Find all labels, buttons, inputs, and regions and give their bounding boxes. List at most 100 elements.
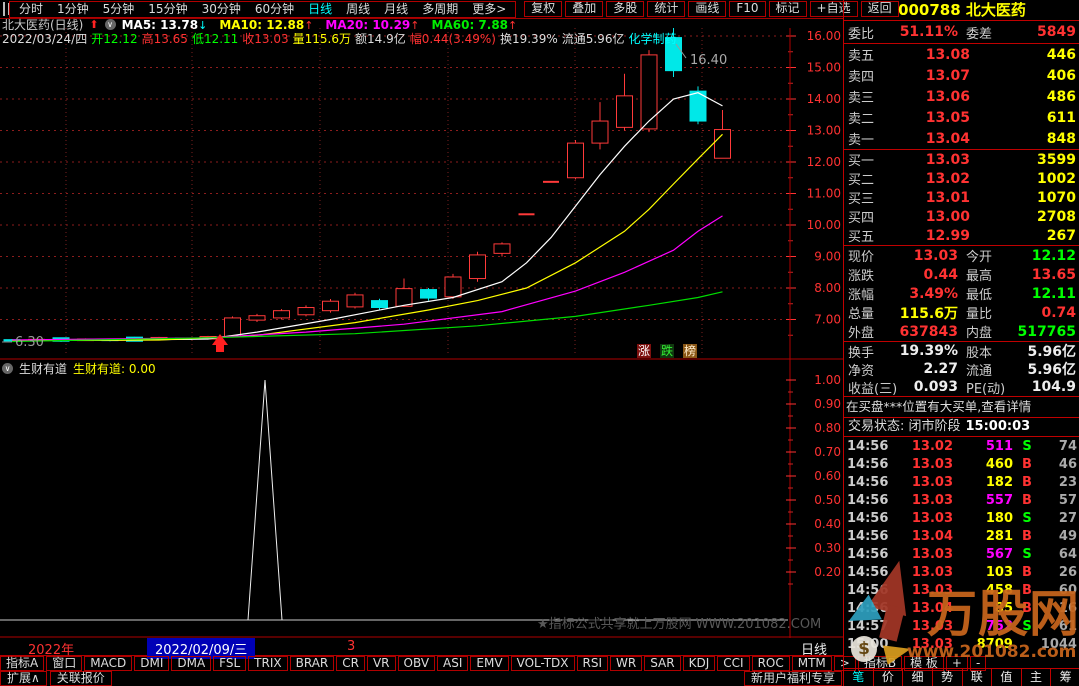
rank-button-榜[interactable]: 榜 — [683, 344, 697, 358]
panel-tab-笔[interactable]: 笔 — [844, 669, 874, 686]
ask-label: 卖四 — [848, 70, 875, 85]
indicator-tab-OBV[interactable]: OBV — [397, 656, 436, 671]
indicator-tab-KDJ[interactable]: KDJ — [682, 656, 716, 671]
rank-button-涨[interactable]: 涨 — [637, 344, 651, 358]
indicator-tab-WR[interactable]: WR — [610, 656, 643, 671]
bid-levels: 买一 13.03 3599 买二 13.02 1002 买三 13.01 1070 买四 13.00… — [844, 150, 1079, 246]
indicator-tab-模 板[interactable]: 模 板 — [904, 656, 944, 671]
period-tab-月线[interactable]: 月线 — [384, 2, 409, 16]
panel-tab-细[interactable]: 细 — [903, 669, 933, 686]
ask-row: 卖五 13.08 446 — [844, 44, 1079, 65]
expand-button[interactable]: 扩展∧ — [0, 671, 47, 686]
indicator-tab-EMV[interactable]: EMV — [470, 656, 509, 671]
tick-row: 14:56 13.03 180 S 27 — [844, 509, 1079, 527]
period-tab-30分钟[interactable]: 30分钟 — [201, 2, 241, 16]
ask-price: 13.05 — [925, 109, 970, 126]
candle-up — [322, 300, 339, 312]
indicator-tab-指标A[interactable]: 指标A — [0, 656, 45, 671]
day-stat: 流通5.96亿 — [561, 31, 625, 46]
weibi-label: 委比 — [848, 26, 875, 42]
panel-tab-价[interactable]: 价 — [874, 669, 904, 686]
candle-up — [469, 254, 486, 280]
period-tab-1分钟[interactable]: 1分钟 — [57, 2, 89, 16]
indicator-tab-MTM[interactable]: MTM — [791, 656, 832, 671]
selected-date-box[interactable]: 2022/02/09/三 — [147, 638, 256, 659]
period-tab-5分钟[interactable]: 5分钟 — [102, 2, 135, 16]
weicha-value: 5849 — [1037, 24, 1076, 40]
panel-tab-值[interactable]: 值 — [992, 669, 1022, 686]
indicator-tab-ASI[interactable]: ASI — [437, 656, 469, 671]
buy-signal-arrow-stem — [216, 345, 224, 352]
tick-row: 14:56 13.03 567 S 64 — [844, 545, 1079, 563]
tick-row: 14:56 13.03 103 B 26 — [844, 563, 1079, 581]
stat-row: 净资 2.27 流通 5.96亿 — [844, 360, 1079, 379]
ask-row: 卖一 13.04 848 — [844, 128, 1079, 149]
indicator-tab-VOL-TDX[interactable]: VOL-TDX — [510, 656, 575, 671]
indicator-chevron-icon[interactable]: ∨ — [2, 362, 13, 374]
indicator-tab-VR[interactable]: VR — [366, 656, 396, 671]
period-tab-周线[interactable]: 周线 — [346, 2, 371, 16]
indicator-tab-MACD[interactable]: MACD — [84, 656, 133, 671]
indicator-tab-DMA[interactable]: DMA — [171, 656, 212, 671]
rank-button-跌[interactable]: 跌 — [660, 344, 674, 358]
tool-button-复权[interactable]: 复权 — [524, 1, 563, 17]
indicator-tab-DMI[interactable]: DMI — [134, 656, 170, 671]
indicator-tab-SAR[interactable]: SAR — [644, 656, 681, 671]
tick-price: 13.03 — [911, 582, 953, 598]
indicator-tab-+[interactable]: + — [945, 656, 968, 671]
panel-tab-筹[interactable]: 筹 — [1059, 670, 1072, 684]
ask-volume: 406 — [1046, 67, 1076, 84]
quote-stats: 现价 13.03 今开 12.12 涨跌 0.44 最高 13.65 涨幅 3.49% 最低 12.1… — [844, 246, 1079, 342]
bid-price: 13.02 — [925, 170, 970, 187]
stat-row: 涨幅 3.49% 最低 12.11 — [844, 284, 1079, 304]
main-candlestick-chart[interactable]: 16.00 15.00 14.00 13.00 12.00 11.00 10.00 9.00 8… — [0, 28, 843, 358]
indicator-tab-CCI[interactable]: CCI — [717, 656, 750, 671]
stat-value: 0.44 — [923, 266, 958, 283]
indicator-tab-RSI[interactable]: RSI — [576, 656, 609, 671]
indicator-tab-BRAR[interactable]: BRAR — [289, 656, 335, 671]
big-order-alert[interactable]: 在买盘***位置有大买单,查看详情 — [844, 397, 1079, 418]
indicator-tab-ROC[interactable]: ROC — [751, 656, 790, 671]
indicator-tab-窗口[interactable]: 窗口 — [46, 656, 83, 671]
tick-volume: 567 — [985, 546, 1013, 562]
panel-tab-主[interactable]: 主 — [1022, 669, 1052, 686]
stat-row: 涨跌 0.44 最高 13.65 — [844, 265, 1079, 285]
price-axis-label: 8.00 — [814, 281, 841, 295]
tick-price: 13.03 — [911, 510, 953, 526]
period-tab-更多>[interactable]: 更多> — [472, 2, 507, 16]
tick-count: 1044 — [1040, 636, 1077, 652]
indicator-tab-FSL[interactable]: FSL — [213, 656, 247, 671]
tool-button-+自选[interactable]: +自选 — [809, 1, 858, 17]
panel-tab-势[interactable]: 势 — [933, 669, 963, 686]
indicator-tab-CR[interactable]: CR — [336, 656, 365, 671]
candle-up — [714, 129, 731, 159]
indicator-sub-chart[interactable]: 1.00 0.90 0.80 0.70 0.60 0.50 0.40 0.30 0.20 — [0, 358, 843, 638]
period-tab-15分钟[interactable]: 15分钟 — [148, 2, 188, 16]
tick-list[interactable]: 14:56 13.02 511 S 74 14:56 13.03 460 B 46 14:56 13.… — [844, 437, 1079, 668]
period-menu: 分时 1分钟 5分钟 15分钟 30分钟 60分钟 日线 周线 月线 多周期 更多> — [9, 0, 517, 18]
indicator-tab--[interactable]: - — [969, 656, 987, 671]
period-tab-多周期[interactable]: 多周期 — [422, 2, 459, 16]
window-layout-icon[interactable] — [3, 2, 9, 16]
tool-button-统计[interactable]: 统计 — [647, 1, 686, 17]
fundamental-stats: 换手 19.39% 股本 5.96亿 净资 2.27 流通 5.96亿 收益(三) 0.093 PE… — [844, 342, 1079, 397]
period-tab-60分钟[interactable]: 60分钟 — [254, 2, 295, 16]
collapse-chevron-icon[interactable]: ∨ — [104, 19, 116, 30]
bid-label: 买三 — [848, 192, 875, 207]
price-axis-label: 10.00 — [807, 218, 841, 232]
tool-button-叠加[interactable]: 叠加 — [565, 1, 604, 17]
indicator-tab->[interactable]: > — [833, 656, 856, 671]
tool-button-标记[interactable]: 标记 — [768, 1, 807, 17]
indicator-axis-label: 0.70 — [814, 445, 841, 459]
indicator-tab-TRIX[interactable]: TRIX — [248, 656, 288, 671]
promo-button[interactable]: 新用户福利专享 — [743, 671, 842, 686]
tick-count: 64 — [1058, 546, 1077, 562]
panel-tab-联[interactable]: 联 — [963, 669, 993, 686]
period-tab-日线[interactable]: 日线 — [308, 2, 333, 16]
tool-button-返回[interactable]: 返回 — [860, 1, 899, 17]
tool-button-多股[interactable]: 多股 — [606, 1, 645, 17]
tool-button-画线[interactable]: 画线 — [688, 1, 727, 17]
tool-button-F10[interactable]: F10 — [729, 1, 766, 17]
period-tab-分时[interactable]: 分时 — [19, 2, 44, 16]
related-quotes-button[interactable]: 关联报价 — [49, 671, 112, 686]
